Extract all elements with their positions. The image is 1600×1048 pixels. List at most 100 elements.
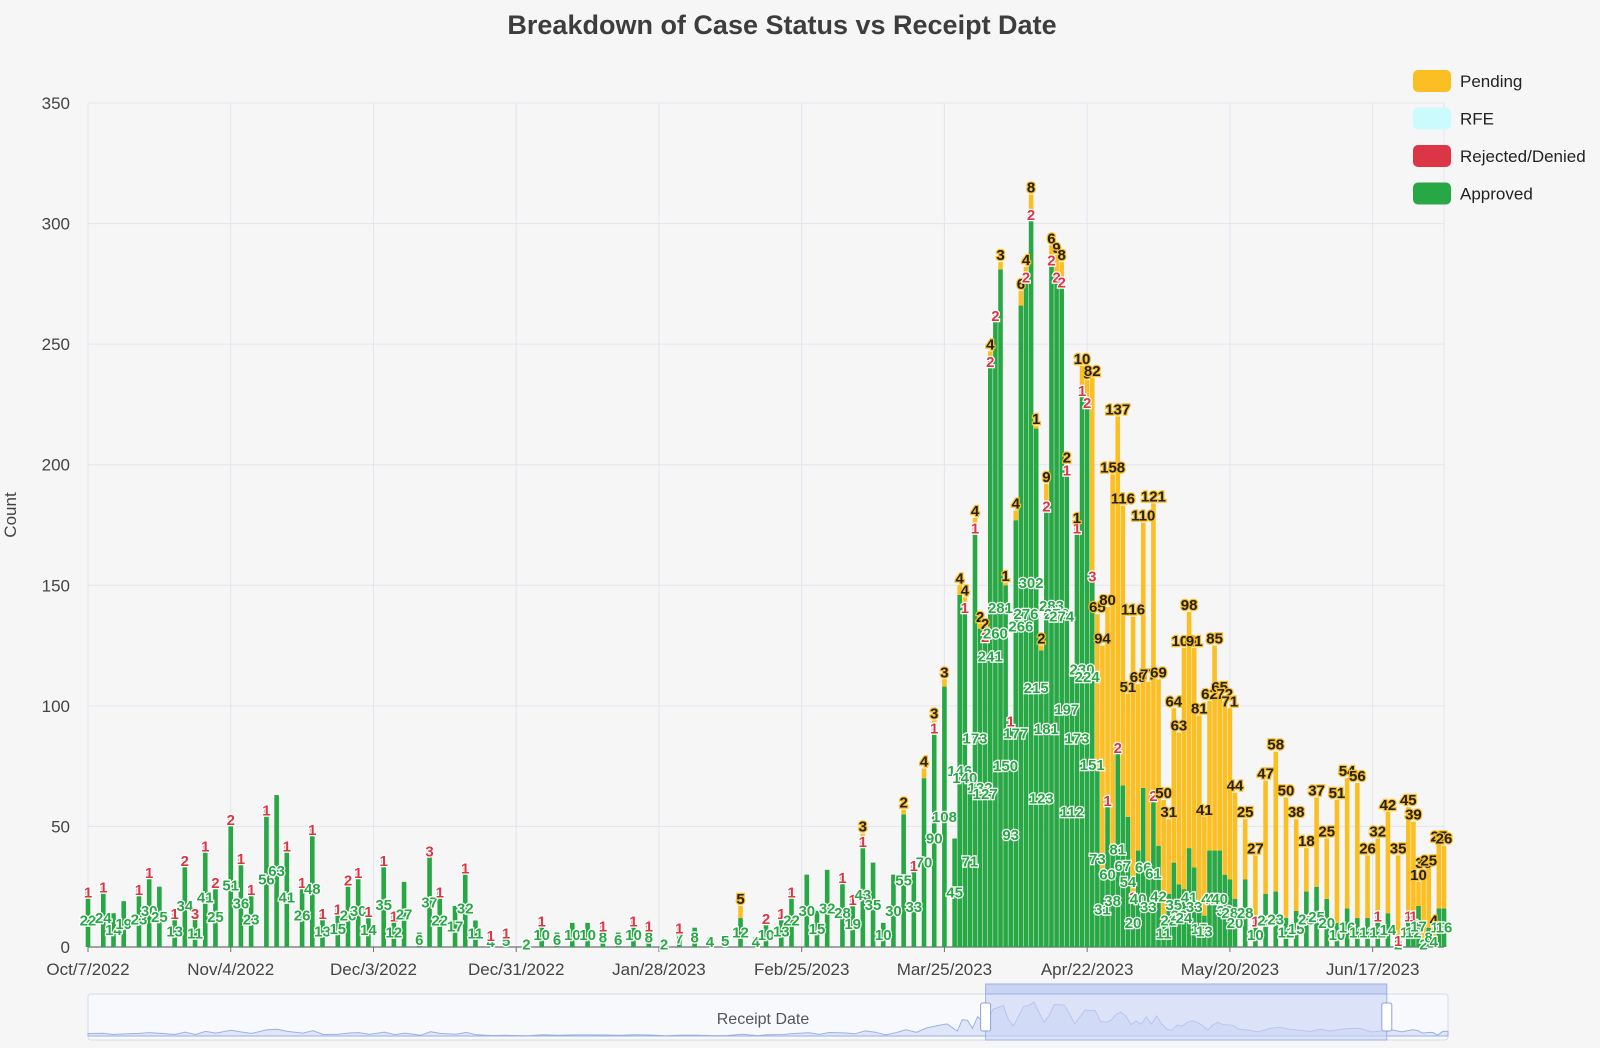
label-pending: 81	[1191, 701, 1208, 718]
bar-pending	[1441, 845, 1447, 909]
label-approved: 20	[1125, 915, 1142, 932]
label-approved: 127	[973, 786, 998, 803]
label-rejected-denied: 2	[227, 812, 235, 829]
bar-pending	[942, 679, 947, 687]
bar-rejected-denied	[539, 920, 544, 923]
label-approved: 43	[855, 887, 872, 904]
chart-title: Breakdown of Case Status vs Receipt Date	[507, 10, 1056, 40]
bar-approved	[192, 920, 198, 947]
bar-rejected-denied	[1089, 575, 1095, 583]
label-rejected-denied: 1	[334, 901, 342, 918]
label-pending: 58	[1267, 737, 1284, 754]
bar-rejected-denied	[1115, 746, 1121, 752]
x-tick-label: Oct/7/2022	[46, 960, 129, 979]
bar-approved	[1293, 910, 1299, 947]
bar-pending	[1186, 611, 1192, 849]
bar-pending	[1242, 819, 1248, 880]
label-pending: 8	[1057, 247, 1065, 264]
label-approved: 260	[983, 626, 1008, 643]
label-approved: 281	[988, 600, 1013, 617]
label-pending: 98	[1181, 597, 1198, 614]
label-rejected-denied: 1	[930, 721, 938, 738]
bar-approved	[692, 927, 697, 947]
label-approved: 71	[962, 853, 979, 870]
label-approved: 23	[1298, 911, 1315, 928]
label-approved: 40	[1201, 891, 1218, 908]
bar-rejected-denied	[1044, 505, 1049, 511]
bar-approved	[1069, 676, 1075, 947]
label-rejected-denied: 1	[1409, 909, 1417, 926]
label-rejected-denied: 1	[170, 906, 178, 923]
bar-pending	[901, 809, 906, 815]
label-pending: 35	[1390, 840, 1407, 857]
bar-approved	[1130, 898, 1136, 947]
x-tick-label: May/20/2023	[1181, 960, 1279, 979]
bar-approved	[615, 932, 621, 947]
bar-pending	[1089, 377, 1095, 576]
bar-rejected-denied	[1411, 915, 1416, 919]
bar-approved	[753, 937, 759, 947]
bar-approved	[1324, 898, 1330, 947]
bar-approved	[1125, 816, 1131, 947]
datazoom-right-handle[interactable]	[1381, 1002, 1393, 1032]
bar-rejected-denied	[503, 932, 509, 935]
bar-approved	[804, 874, 810, 947]
label-rejected-denied: 1	[283, 839, 291, 856]
legend-label: Approved	[1460, 185, 1533, 204]
label-rejected-denied: 2	[344, 872, 352, 889]
bar-rejected-denied	[136, 889, 142, 892]
label-approved: 37	[421, 894, 438, 911]
label-approved: 55	[895, 873, 912, 890]
datazoom-move-handle[interactable]	[985, 983, 1388, 995]
bar-pending	[1146, 681, 1151, 868]
bar-approved	[1197, 910, 1202, 947]
bar-approved	[1028, 218, 1034, 948]
bar-approved	[1044, 510, 1049, 947]
bar-approved	[891, 874, 896, 947]
label-pending: 50	[1278, 782, 1295, 799]
label-rejected-denied: 1	[848, 892, 856, 909]
legend-label: Rejected/Denied	[1460, 147, 1586, 166]
legend: Pending RFE Rejected/Denied Approved	[1413, 70, 1586, 205]
bar-pending	[1125, 693, 1131, 817]
bar-rejected-denied	[202, 845, 208, 849]
label-pending: 32	[1369, 823, 1386, 840]
bar-rejected-denied	[931, 727, 937, 730]
label-pending: 51	[1120, 679, 1137, 696]
datazoom-window[interactable]	[985, 993, 1388, 1041]
bar-pending	[1411, 821, 1416, 916]
bar-approved	[1334, 922, 1340, 947]
bar-rejected-denied	[1008, 720, 1013, 723]
label-approved: 197	[1054, 701, 1079, 718]
label-approved: 15	[1191, 921, 1208, 938]
legend-swatch	[1413, 107, 1451, 130]
bar-pending	[1416, 881, 1421, 907]
bar-pending	[1110, 474, 1115, 856]
x-tick-label: Nov/4/2022	[187, 960, 274, 979]
bar-pending	[1095, 614, 1100, 771]
label-pending: 37	[1308, 782, 1325, 799]
legend-label: Pending	[1460, 72, 1522, 91]
bar-approved	[1079, 392, 1085, 947]
label-pending: 4	[1012, 496, 1021, 513]
bar-approved	[1181, 889, 1187, 947]
bar-approved	[738, 918, 743, 947]
bar-pending	[977, 623, 983, 629]
datazoom-left-handle[interactable]	[980, 1002, 992, 1032]
bar-approved	[111, 913, 116, 947]
bar-approved	[1115, 751, 1121, 947]
bar-approved	[1441, 908, 1447, 947]
datazoom-slider[interactable]: Receipt Date	[87, 983, 1449, 1041]
bar-pending	[1365, 855, 1370, 919]
bar-approved	[1033, 428, 1039, 947]
bar-approved	[437, 893, 443, 947]
bar-approved	[157, 886, 162, 947]
label-rejected-denied: 1	[84, 885, 92, 902]
label-rejected-denied: 1	[237, 851, 245, 868]
bar-rejected-denied	[1395, 939, 1401, 943]
bar-rejected-denied	[366, 910, 371, 914]
label-rejected-denied: 2	[1047, 253, 1055, 270]
label-approved: 33	[905, 899, 922, 916]
bar-approved	[1242, 879, 1248, 947]
label-approved: 20	[1227, 915, 1244, 932]
